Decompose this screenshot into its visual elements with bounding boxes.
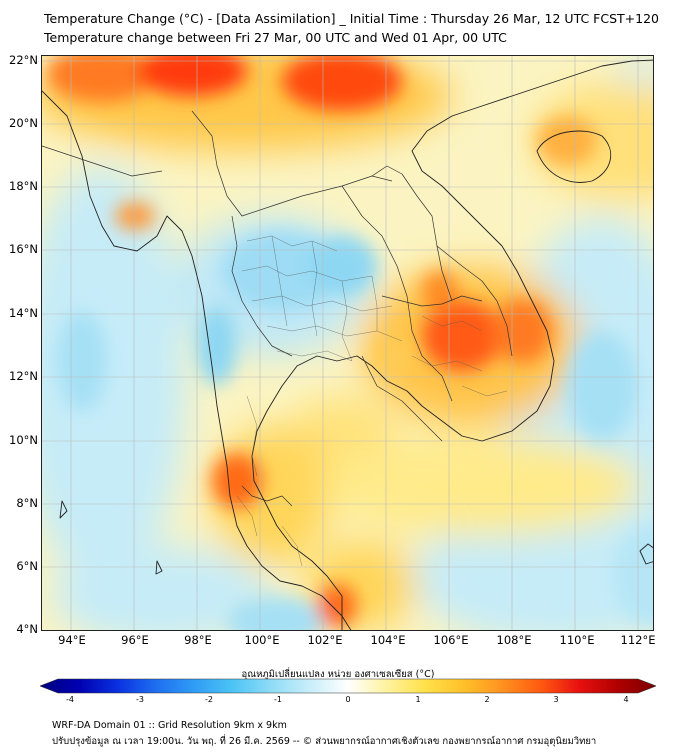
graticule	[42, 56, 653, 630]
lat-label-14: 14°N	[9, 306, 38, 320]
chart-subtitle: Temperature change between Fri 27 Mar, 0…	[44, 30, 507, 45]
province-borders	[236, 235, 508, 567]
lat-label-12: 12°N	[9, 369, 38, 383]
lon-label-94: 94°E	[58, 633, 86, 647]
lat-label-22: 22°N	[9, 53, 38, 67]
lat-label-20: 20°N	[9, 116, 38, 130]
field-detail-layer	[47, 56, 653, 630]
colorbar-title: อุณหภูมิเปลี่ยนแปลง หน่วย องศาเซลเซียส (…	[241, 669, 435, 680]
colorbar-tick-neg3: -3	[136, 695, 144, 704]
colorbar-tick-1: 1	[415, 695, 421, 704]
lon-label-102: 102°E	[307, 633, 343, 647]
colorbar-gradient-bar	[40, 678, 656, 694]
lon-label-100: 100°E	[244, 633, 280, 647]
colorbar-tick-neg4: -4	[66, 695, 74, 704]
map-canvas	[42, 56, 653, 630]
temperature-change-map[interactable]	[41, 55, 654, 631]
lon-label-98: 98°E	[184, 633, 212, 647]
chart-title: Temperature Change (°C) - [Data Assimila…	[44, 11, 659, 26]
colorbar	[40, 678, 656, 694]
lat-label-6: 6°N	[16, 559, 38, 573]
colorbar-tick-2: 2	[484, 695, 490, 704]
lat-label-4: 4°N	[16, 622, 38, 636]
lat-label-16: 16°N	[9, 242, 38, 256]
lon-label-106: 106°E	[433, 633, 469, 647]
lat-label-18: 18°N	[9, 179, 38, 193]
lat-label-10: 10°N	[9, 433, 38, 447]
lon-label-96: 96°E	[121, 633, 149, 647]
lon-label-110: 110°E	[559, 633, 595, 647]
colorbar-tick-neg2: -2	[205, 695, 213, 704]
colorbar-tick-0: 0	[345, 695, 351, 704]
colorbar-tick-neg1: -1	[274, 695, 282, 704]
colorbar-tick-4: 4	[623, 695, 629, 704]
footer-model-info: WRF-DA Domain 01 :: Grid Resolution 9km …	[52, 720, 287, 731]
country-borders	[42, 110, 513, 507]
coastlines	[42, 59, 653, 630]
lat-label-8: 8°N	[16, 496, 38, 510]
colorbar-tick-3: 3	[553, 695, 559, 704]
lon-label-112: 112°E	[620, 633, 656, 647]
lon-label-108: 108°E	[496, 633, 532, 647]
footer-credit: ปรับปรุงข้อมูล ณ เวลา 19:00น. วัน พฤ. ที…	[52, 736, 597, 747]
lon-label-104: 104°E	[370, 633, 406, 647]
